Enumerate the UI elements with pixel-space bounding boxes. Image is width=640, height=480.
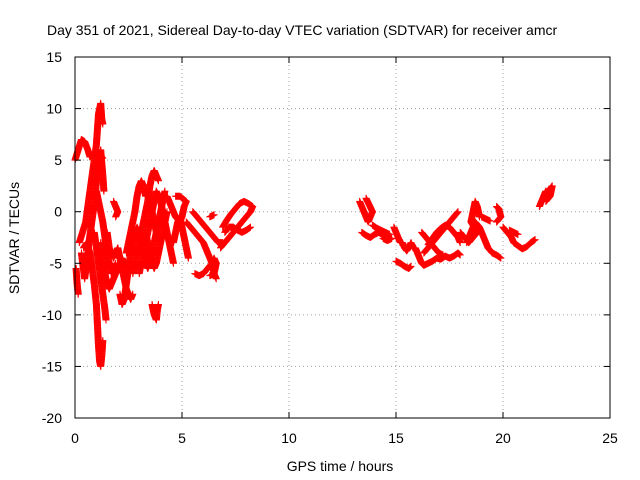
data-point — [531, 236, 539, 244]
y-tick-label: 0 — [54, 204, 62, 220]
data-point — [210, 211, 218, 219]
data-point — [161, 187, 169, 195]
y-tick-label: 15 — [46, 49, 62, 65]
data-point — [456, 251, 464, 259]
data-point — [100, 187, 108, 195]
data-point — [154, 177, 162, 185]
y-tick-label: -5 — [50, 255, 63, 271]
data-point — [407, 262, 415, 270]
plot-frame — [74, 56, 611, 419]
x-tick-label: 0 — [71, 430, 79, 446]
y-tick-label: -20 — [42, 410, 62, 426]
data-point — [246, 223, 254, 231]
data-point — [129, 290, 137, 298]
axis-ticks: 0 5 10 15 20 25 -20 -15 -10 -5 0 5 10 15 — [42, 49, 618, 446]
data-point — [212, 275, 220, 283]
data-point — [456, 251, 464, 259]
data-point — [514, 230, 522, 238]
data-point — [456, 239, 464, 247]
data-point — [154, 301, 162, 309]
data-point — [362, 194, 370, 202]
data-point — [406, 263, 414, 271]
data-point — [455, 250, 463, 258]
data-point — [455, 249, 463, 257]
x-tick-label: 20 — [495, 430, 511, 446]
y-tick-label: 10 — [46, 101, 62, 117]
x-tick-label: 15 — [388, 430, 404, 446]
data-point — [99, 120, 107, 128]
data-point — [102, 316, 110, 324]
data-point — [249, 203, 257, 211]
chart-title: Day 351 of 2021, Sidereal Day-to-day VTE… — [47, 22, 557, 38]
data-points — [71, 99, 556, 370]
data-point — [169, 259, 177, 267]
data-point — [379, 235, 387, 243]
data-point — [157, 239, 165, 247]
data-point — [112, 213, 120, 221]
y-tick-label: -15 — [42, 358, 62, 374]
data-point — [74, 290, 82, 298]
data-point — [406, 263, 414, 271]
y-tick-label: -10 — [42, 307, 62, 323]
data-point — [493, 218, 501, 226]
data-point — [163, 208, 171, 216]
data-point — [405, 264, 413, 272]
x-tick-label: 5 — [178, 430, 186, 446]
data-point — [206, 272, 214, 280]
data-point — [486, 217, 494, 225]
data-point — [172, 192, 180, 200]
data-point — [542, 197, 550, 205]
data-point — [99, 337, 107, 345]
y-axis-label: SDTVAR / TECUs — [6, 182, 22, 294]
data-point — [386, 230, 394, 238]
y-tick-label: 5 — [54, 152, 62, 168]
data-point — [454, 208, 462, 216]
data-point — [184, 254, 192, 262]
x-tick-label: 10 — [281, 430, 297, 446]
x-tick-label: 25 — [602, 430, 618, 446]
data-point — [439, 251, 447, 259]
x-axis-label: GPS time / hours — [287, 458, 394, 474]
data-point — [497, 254, 505, 262]
